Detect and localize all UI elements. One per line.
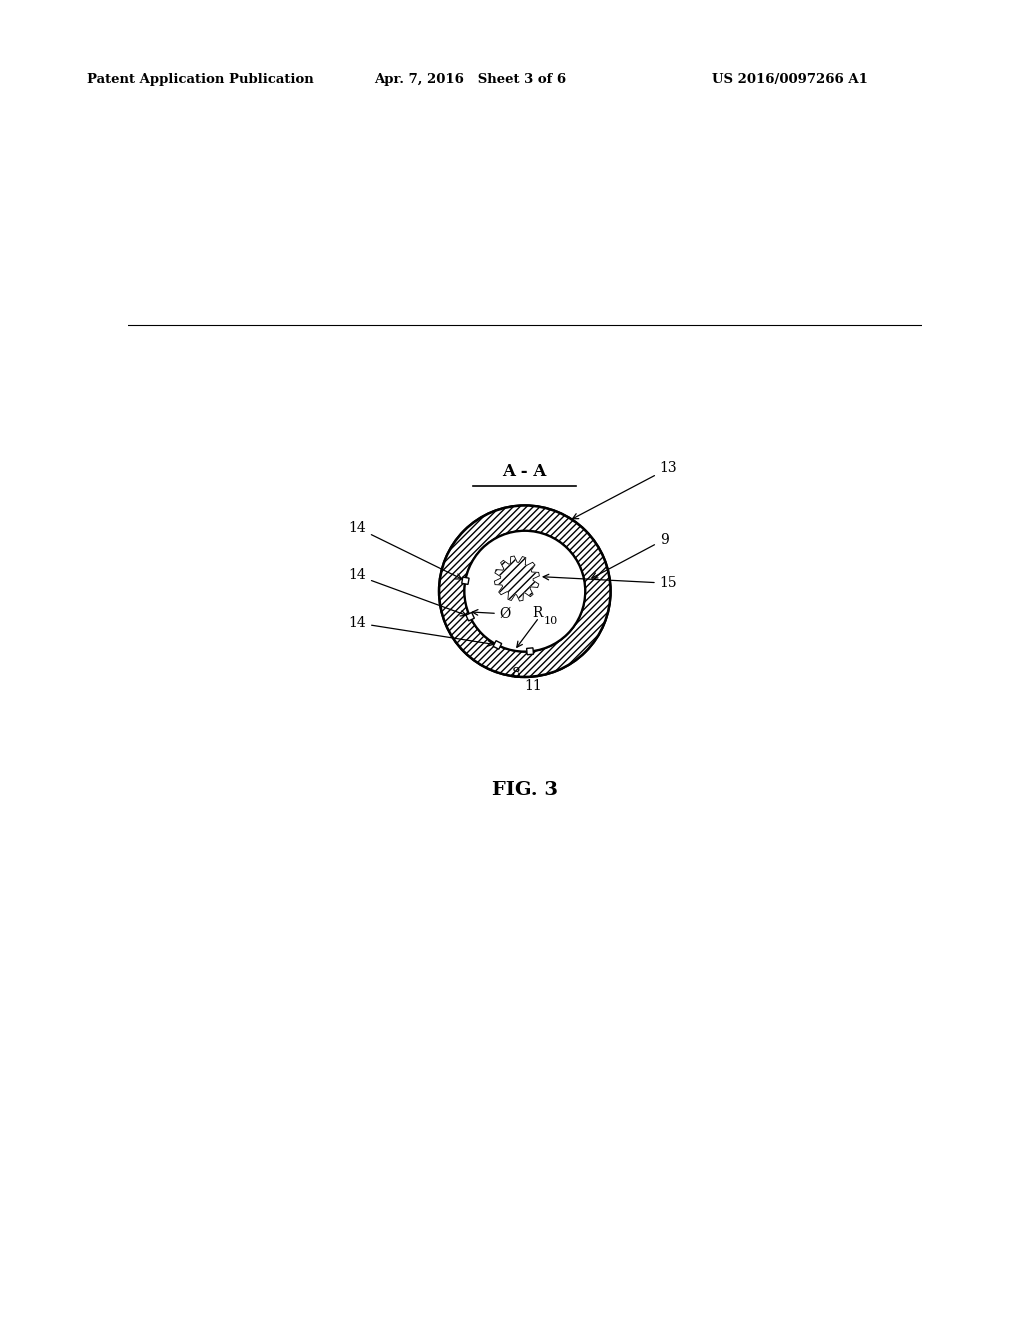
Text: 11: 11	[524, 678, 542, 693]
Text: R: R	[532, 606, 543, 620]
Text: FIG. 3: FIG. 3	[492, 780, 558, 799]
Bar	[526, 648, 534, 655]
Text: 13: 13	[572, 461, 677, 519]
Text: 10: 10	[544, 616, 558, 626]
Text: A - A: A - A	[503, 463, 547, 480]
Polygon shape	[495, 557, 539, 601]
Text: Apr. 7, 2016   Sheet 3 of 6: Apr. 7, 2016 Sheet 3 of 6	[374, 73, 566, 86]
Text: US 2016/0097266 A1: US 2016/0097266 A1	[712, 73, 867, 86]
Text: 14: 14	[348, 616, 494, 647]
Bar	[462, 577, 469, 585]
Text: 14: 14	[348, 569, 466, 616]
Circle shape	[465, 531, 585, 652]
Text: Ø: Ø	[500, 606, 511, 620]
Text: 9: 9	[592, 533, 669, 578]
Text: 15: 15	[543, 574, 677, 590]
Text: 14: 14	[348, 520, 462, 579]
Circle shape	[439, 506, 610, 677]
Polygon shape	[495, 557, 539, 601]
Text: 8: 8	[511, 668, 519, 681]
Bar	[494, 640, 502, 649]
Bar	[466, 612, 474, 620]
Text: Patent Application Publication: Patent Application Publication	[87, 73, 313, 86]
